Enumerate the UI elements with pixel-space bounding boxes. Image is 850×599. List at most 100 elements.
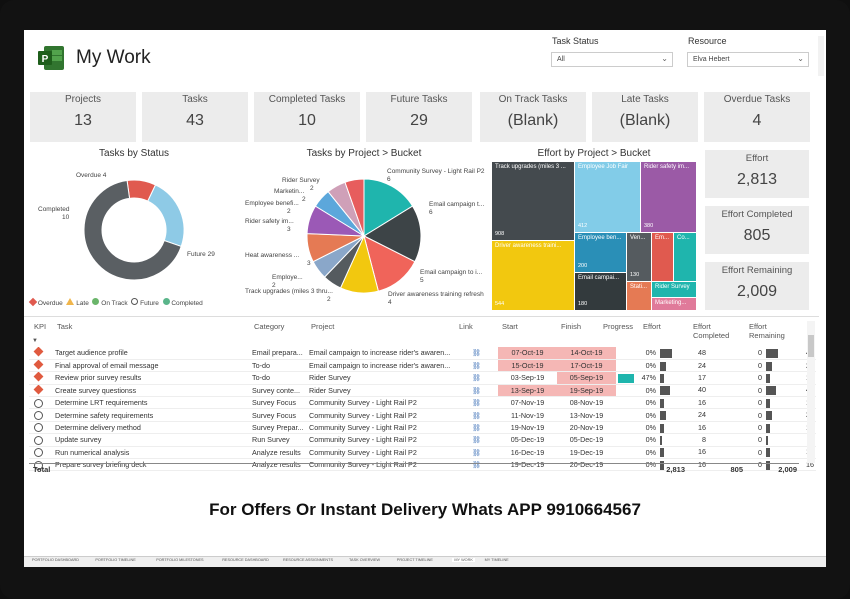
cell-task: Create survey questionss — [53, 384, 250, 398]
table-row[interactable]: Update survey Run Survey Community Survey … — [29, 433, 816, 447]
table-row[interactable]: Determine delivery method Survey Prepar..… — [29, 421, 816, 435]
future-circle-icon — [34, 398, 43, 408]
link-icon[interactable]: ⛓ — [472, 363, 481, 371]
cell-project: Email campaign to increase rider's aware… — [307, 347, 455, 360]
table-row[interactable]: Target audience profile Email prepara... E… — [29, 347, 816, 360]
promo-text: For Offers Or Instant Delivery Whats APP… — [209, 500, 641, 519]
cell-link[interactable]: ⛓ — [455, 359, 498, 373]
col-effort-remaining[interactable]: Effort Remaining — [749, 322, 785, 340]
col-start[interactable]: Start — [502, 322, 518, 331]
sort-down-icon[interactable]: ▼ — [32, 338, 38, 344]
cell-link[interactable]: ⛓ — [455, 384, 498, 398]
treemap-cell[interactable]: Rider Survey — [652, 282, 696, 297]
treemap-cell[interactable]: Email campai... 180 — [575, 273, 626, 310]
cell-link[interactable]: ⛓ — [455, 347, 498, 360]
cell-category: Survey Focus — [250, 408, 307, 422]
slice-1[interactable] — [147, 184, 185, 248]
resource-dropdown[interactable]: Elva Hebert ⌄ — [687, 52, 809, 67]
col-project[interactable]: Project — [311, 322, 335, 331]
table-row[interactable]: Run numerical analysis Analyze results Com… — [29, 446, 816, 460]
link-icon[interactable]: ⛓ — [472, 425, 481, 433]
tasks-by-project-pie[interactable] — [305, 177, 423, 295]
cell-link[interactable]: ⛓ — [455, 421, 498, 435]
legend-item[interactable]: On Track — [92, 298, 128, 307]
legend-item[interactable]: Future — [131, 298, 159, 307]
cell-project: Community Survey - Light Rail P2 — [307, 458, 455, 472]
link-icon[interactable]: ⛓ — [472, 375, 481, 383]
slice-1[interactable] — [362, 205, 422, 263]
slice-0[interactable] — [363, 178, 414, 237]
link-icon[interactable]: ⛓ — [472, 350, 481, 358]
tasks-by-status-donut[interactable] — [79, 175, 189, 285]
tab-resource-assignments[interactable]: RESOURCE ASSIGNMENTS — [283, 558, 334, 562]
treemap-cell[interactable]: Driver awareness traini... 544 — [492, 241, 574, 310]
treemap-cell[interactable]: Em... — [652, 233, 673, 281]
treemap-cell[interactable]: Ven... 130 — [627, 233, 651, 281]
col-category[interactable]: Category — [254, 322, 285, 331]
kpi-label: Effort Completed — [721, 209, 793, 220]
cell-effort-completed: 0 — [708, 458, 764, 472]
link-icon[interactable]: ⛓ — [472, 387, 481, 395]
table-row[interactable]: Determine safety requirements Survey Focu… — [29, 408, 816, 422]
task-status-dropdown[interactable]: All ⌄ — [551, 52, 673, 67]
col-effort-completed[interactable]: Effort Completed — [693, 322, 730, 340]
col-finish[interactable]: Finish — [561, 322, 582, 331]
link-icon[interactable]: ⛓ — [472, 400, 481, 408]
table-row[interactable]: Final approval of email message To-do Emai… — [29, 359, 816, 373]
overdue-diamond-icon — [33, 359, 44, 370]
link-icon[interactable]: ⛓ — [472, 412, 481, 420]
col-kpi[interactable]: KPI — [34, 322, 47, 331]
table-row[interactable]: Prepare survey briefing deck Analyze resu… — [29, 458, 816, 472]
link-icon[interactable]: ⛓ — [472, 437, 481, 445]
cell-task: Target audience profile — [53, 347, 250, 360]
link-icon[interactable]: ⛓ — [472, 462, 481, 470]
treemap-cell[interactable]: Marketing... — [652, 298, 696, 310]
tab-resource-dashboard[interactable]: RESOURCE DASHBOARD — [222, 558, 269, 562]
tab-portfolio-timeline[interactable]: PORTFOLIO TIMELINE — [95, 558, 136, 562]
table-total-row: Total 2,813 805 2,009 — [29, 463, 799, 474]
cell-link[interactable]: ⛓ — [455, 433, 498, 447]
cell-link[interactable]: ⛓ — [455, 396, 498, 410]
tab-portfolio-milestones[interactable]: PORTFOLIO MILESTONES — [156, 558, 204, 562]
treemap-cell[interactable]: Employee ben... 200 — [575, 233, 626, 272]
col-task[interactable]: Task — [57, 322, 73, 331]
pie-label: Track upgrades (miles 3 thru... 2 — [245, 288, 333, 303]
tab-my-work[interactable]: MY WORK — [452, 558, 475, 562]
col-link[interactable]: Link — [459, 322, 473, 331]
table-row[interactable]: Review prior survey results To-do Rider Su… — [29, 371, 816, 385]
cell-link[interactable]: ⛓ — [455, 408, 498, 422]
cell-task: Update survey — [53, 433, 250, 447]
cell-effort: 24 — [658, 359, 708, 373]
effort-bar — [766, 448, 770, 458]
treemap-cell[interactable]: Rider safety im... 380 — [641, 162, 696, 232]
col-progress[interactable]: Progress — [603, 322, 634, 331]
kpi-label: Overdue Tasks — [723, 94, 791, 105]
effort-treemap[interactable]: Track upgrades (miles 3 ... 908 Employee … — [492, 162, 696, 310]
table-row[interactable]: Determine LRT requirements Survey Focus Co… — [29, 396, 816, 410]
slice-10[interactable] — [344, 178, 365, 237]
link-icon[interactable]: ⛓ — [472, 449, 481, 457]
legend-item[interactable]: Overdue — [28, 297, 63, 307]
cell-finish: 20-Nov-19 — [557, 421, 616, 435]
col-effort[interactable]: Effort — [643, 322, 661, 331]
table-row[interactable]: Create survey questionss Survey conte... R… — [29, 384, 816, 398]
tab-portfolio-dashboard[interactable]: PORTFOLIO DASHBOARD — [32, 558, 79, 562]
cell-link[interactable]: ⛓ — [455, 458, 498, 472]
cell-link[interactable]: ⛓ — [455, 446, 498, 460]
treemap-cell[interactable]: Employee Job Fair 412 — [575, 162, 640, 232]
filter-scrollbar[interactable] — [818, 36, 824, 76]
treemap-cell[interactable]: Stati... — [627, 282, 651, 310]
cell-category: To-do — [250, 359, 307, 373]
treemap-cell[interactable]: Track upgrades (miles 3 ... 908 — [492, 162, 574, 240]
tab-task-overview[interactable]: TASK OVERVIEW — [349, 558, 381, 562]
tab-project-timeline[interactable]: PROJECT TIMELINE — [396, 558, 433, 562]
slice-2[interactable] — [83, 179, 182, 281]
scrollbar-thumb[interactable] — [808, 335, 814, 357]
tab-my-timeline[interactable]: MY TIMELINE — [484, 558, 509, 562]
table-scrollbar[interactable] — [807, 321, 815, 463]
legend-item[interactable]: Completed — [162, 298, 203, 307]
cell-link[interactable]: ⛓ — [455, 371, 498, 385]
legend-item[interactable]: Late — [66, 298, 89, 307]
svg-text:P: P — [42, 54, 49, 65]
treemap-cell[interactable]: Co... — [674, 233, 696, 281]
